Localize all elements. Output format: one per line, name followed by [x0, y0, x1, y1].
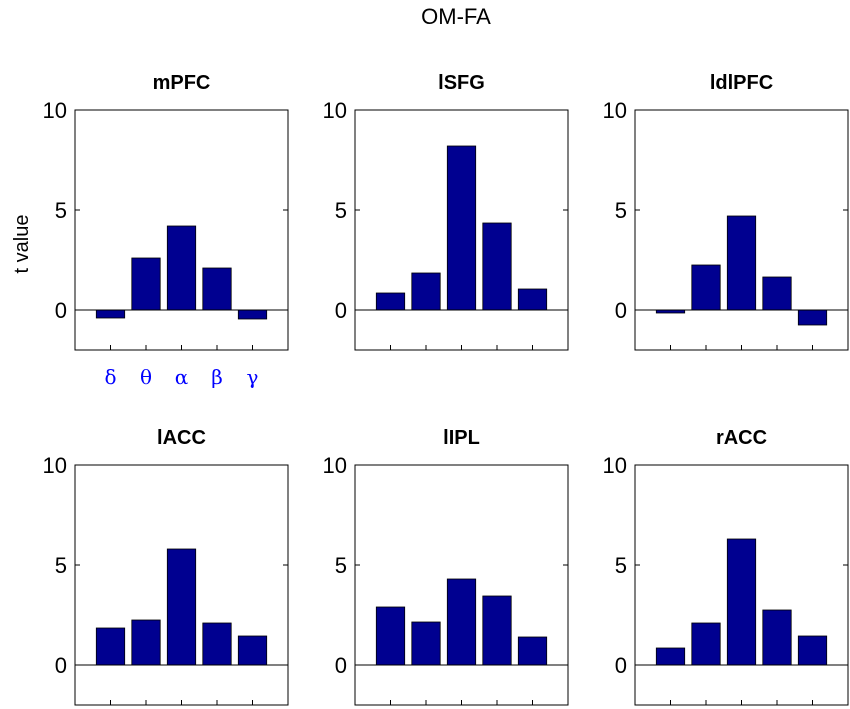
subplot-title: lIPL: [443, 427, 480, 449]
bar-4: [482, 595, 512, 666]
subplot-mPFC: mPFC 0 5 10 δ θ α β γ: [43, 72, 289, 389]
subplot-lACC: lACC 0 5 10: [43, 427, 289, 706]
bar-5: [237, 309, 268, 320]
bar-1: [375, 292, 406, 311]
subplot-ldlPFC: ldlPFC 0 5 10: [603, 72, 849, 351]
y-tick-label: 5: [55, 553, 67, 578]
bar-4: [482, 222, 512, 311]
y-tick-label: 0: [55, 653, 67, 678]
figure-title: OM-FA: [421, 4, 491, 29]
subplot-title: rACC: [716, 427, 767, 449]
y-tick-label: 10: [323, 98, 347, 123]
band-label: α: [175, 365, 189, 389]
bar-5: [797, 635, 828, 666]
band-label: β: [211, 365, 223, 389]
subplot-title: lSFG: [438, 72, 485, 94]
bar-4: [762, 609, 792, 666]
bar-1: [655, 647, 686, 666]
bar-5: [517, 636, 548, 666]
y-tick-label: 10: [323, 453, 347, 478]
subplot-title: lACC: [157, 427, 206, 449]
bar-3: [446, 578, 477, 666]
y-tick-label: 0: [615, 653, 627, 678]
bar-4: [762, 276, 792, 311]
subplot-title: mPFC: [153, 72, 211, 94]
y-tick-label: 5: [55, 198, 67, 223]
bar-2: [691, 622, 721, 666]
bar-3: [726, 538, 757, 666]
y-tick-label: 5: [335, 198, 347, 223]
y-tick-label: 0: [55, 298, 67, 323]
bar-3: [166, 225, 197, 311]
y-tick-label: 10: [603, 98, 627, 123]
bar-4: [202, 622, 232, 666]
y-tick-label: 10: [603, 453, 627, 478]
bar-2: [411, 272, 441, 311]
bar-2: [131, 257, 161, 311]
y-axis-label: t value: [11, 215, 33, 274]
bar-1: [95, 627, 126, 666]
band-label: δ: [104, 365, 116, 389]
bar-3: [166, 548, 197, 666]
y-tick-label: 10: [43, 98, 67, 123]
bar-1: [95, 309, 126, 319]
subplot-lSFG: lSFG 0 5 10: [323, 72, 569, 351]
y-tick-label: 5: [615, 198, 627, 223]
y-tick-label: 0: [335, 653, 347, 678]
band-label: θ: [140, 365, 152, 389]
bar-1: [375, 606, 406, 666]
band-label: γ: [247, 365, 259, 389]
y-tick-label: 0: [615, 298, 627, 323]
bar-5: [797, 309, 828, 326]
y-tick-label: 10: [43, 453, 67, 478]
bar-2: [691, 264, 721, 311]
y-tick-label: 5: [615, 553, 627, 578]
bar-4: [202, 267, 232, 311]
bar-3: [446, 145, 477, 311]
bar-3: [726, 215, 757, 311]
bar-5: [517, 288, 548, 311]
bar-5: [237, 635, 268, 666]
y-tick-label: 5: [335, 553, 347, 578]
bar-2: [131, 619, 161, 666]
subplot-lIPL: lIPL 0 5 10: [323, 427, 569, 706]
subplot-title: ldlPFC: [710, 72, 773, 94]
y-tick-label: 0: [335, 298, 347, 323]
bar-2: [411, 621, 441, 666]
subplot-rACC: rACC 0 5 10: [603, 427, 849, 706]
